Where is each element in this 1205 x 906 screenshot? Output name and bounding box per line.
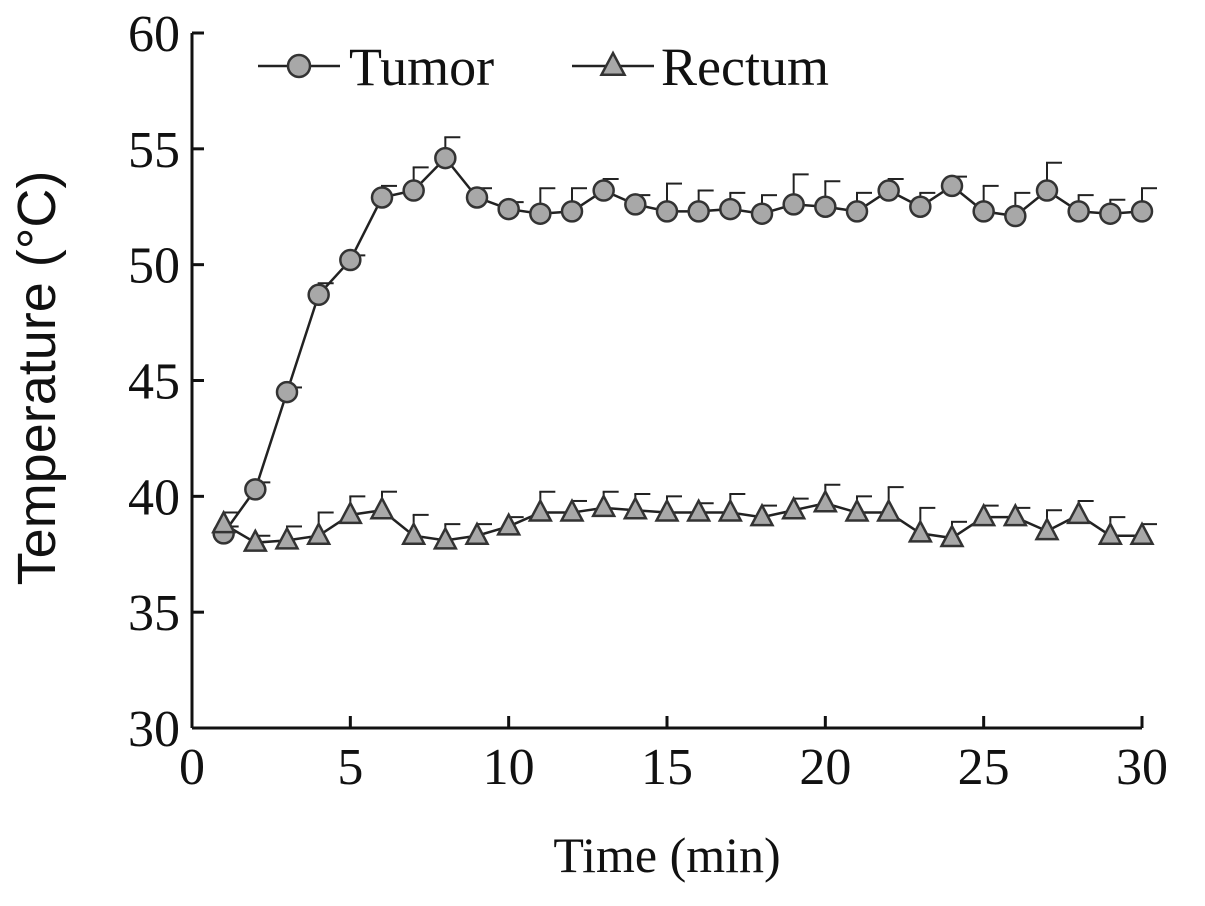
data-point (529, 202, 552, 225)
data-point (465, 186, 489, 209)
y-tick-label: 30 (128, 701, 180, 758)
data-point (211, 509, 237, 534)
data-point (337, 500, 363, 525)
y-tick-label: 55 (128, 122, 180, 179)
x-tick-label: 25 (958, 739, 1010, 796)
legend-marker (286, 53, 312, 79)
x-tick-label: 30 (1116, 739, 1168, 796)
data-point (559, 498, 585, 522)
data-point (1097, 521, 1123, 545)
data-point (560, 200, 584, 223)
data-point (592, 179, 615, 202)
data-point (1066, 500, 1092, 525)
data-point (971, 502, 997, 527)
data-point (877, 179, 900, 202)
data-point (686, 498, 712, 522)
data-point (401, 521, 427, 545)
data-point (972, 200, 995, 223)
data-point (655, 200, 679, 223)
series-rectum (211, 483, 1157, 552)
x-tick-label: 0 (179, 739, 205, 796)
data-point (622, 495, 648, 520)
data-point (940, 174, 964, 198)
data-point (464, 521, 490, 545)
data-point (274, 525, 300, 550)
y-tick-label: 45 (128, 354, 180, 411)
data-point (750, 202, 774, 225)
data-point (876, 498, 902, 522)
legend-label: Tumor (349, 37, 494, 97)
series-tumor (212, 136, 1157, 545)
data-point (719, 197, 742, 221)
data-point (939, 523, 965, 548)
x-axis-title: Time (min) (553, 827, 780, 883)
data-point (306, 521, 332, 545)
data-point (1035, 179, 1059, 202)
y-axis-title: Temperature (°C) (7, 171, 67, 586)
y-tick-label: 50 (128, 238, 180, 295)
data-point (844, 498, 870, 522)
data-point (339, 248, 362, 272)
data-point (717, 498, 743, 522)
x-tick-label: 10 (483, 739, 535, 796)
y-tick-label: 60 (128, 6, 180, 63)
data-point (781, 495, 807, 520)
data-point (909, 195, 932, 218)
data-point (496, 512, 522, 536)
data-point (749, 502, 775, 527)
data-point (307, 283, 330, 307)
data-point (845, 200, 869, 223)
x-tick-label: 15 (641, 739, 693, 796)
data-point (591, 493, 617, 518)
data-point (370, 186, 394, 209)
plot-area (211, 136, 1157, 552)
axes: 30 35 40 45 50 55 60 0 5 10 15 20 25 30 (128, 6, 1168, 796)
data-point (1002, 502, 1028, 527)
data-point (434, 146, 457, 170)
data-point (244, 478, 267, 501)
legend: Tumor Rectum (258, 37, 829, 97)
data-point (907, 518, 933, 543)
legend-item-tumor: Tumor (258, 37, 494, 97)
y-tick-label: 40 (128, 469, 180, 526)
y-tick-label: 35 (128, 585, 180, 642)
data-point (275, 380, 299, 404)
data-point (1067, 200, 1090, 223)
data-point (654, 498, 680, 522)
data-point (242, 528, 268, 552)
data-point (527, 498, 553, 522)
data-point (1099, 202, 1122, 225)
x-tick-label: 5 (337, 739, 363, 796)
legend-item-rectum: Rectum (572, 37, 829, 97)
data-point (1129, 521, 1155, 545)
data-point (812, 488, 838, 513)
data-point (402, 179, 425, 202)
data-point (1004, 204, 1027, 228)
data-point (432, 525, 458, 550)
data-point (814, 195, 837, 218)
data-point (624, 193, 647, 216)
data-point (687, 200, 710, 223)
x-tick-label: 20 (799, 739, 851, 796)
data-point (782, 193, 805, 216)
data-point (1034, 516, 1060, 541)
legend-marker (599, 50, 627, 77)
data-point (1130, 200, 1154, 223)
data-point (369, 495, 395, 520)
data-point (497, 197, 520, 221)
legend-label: Rectum (661, 37, 829, 97)
